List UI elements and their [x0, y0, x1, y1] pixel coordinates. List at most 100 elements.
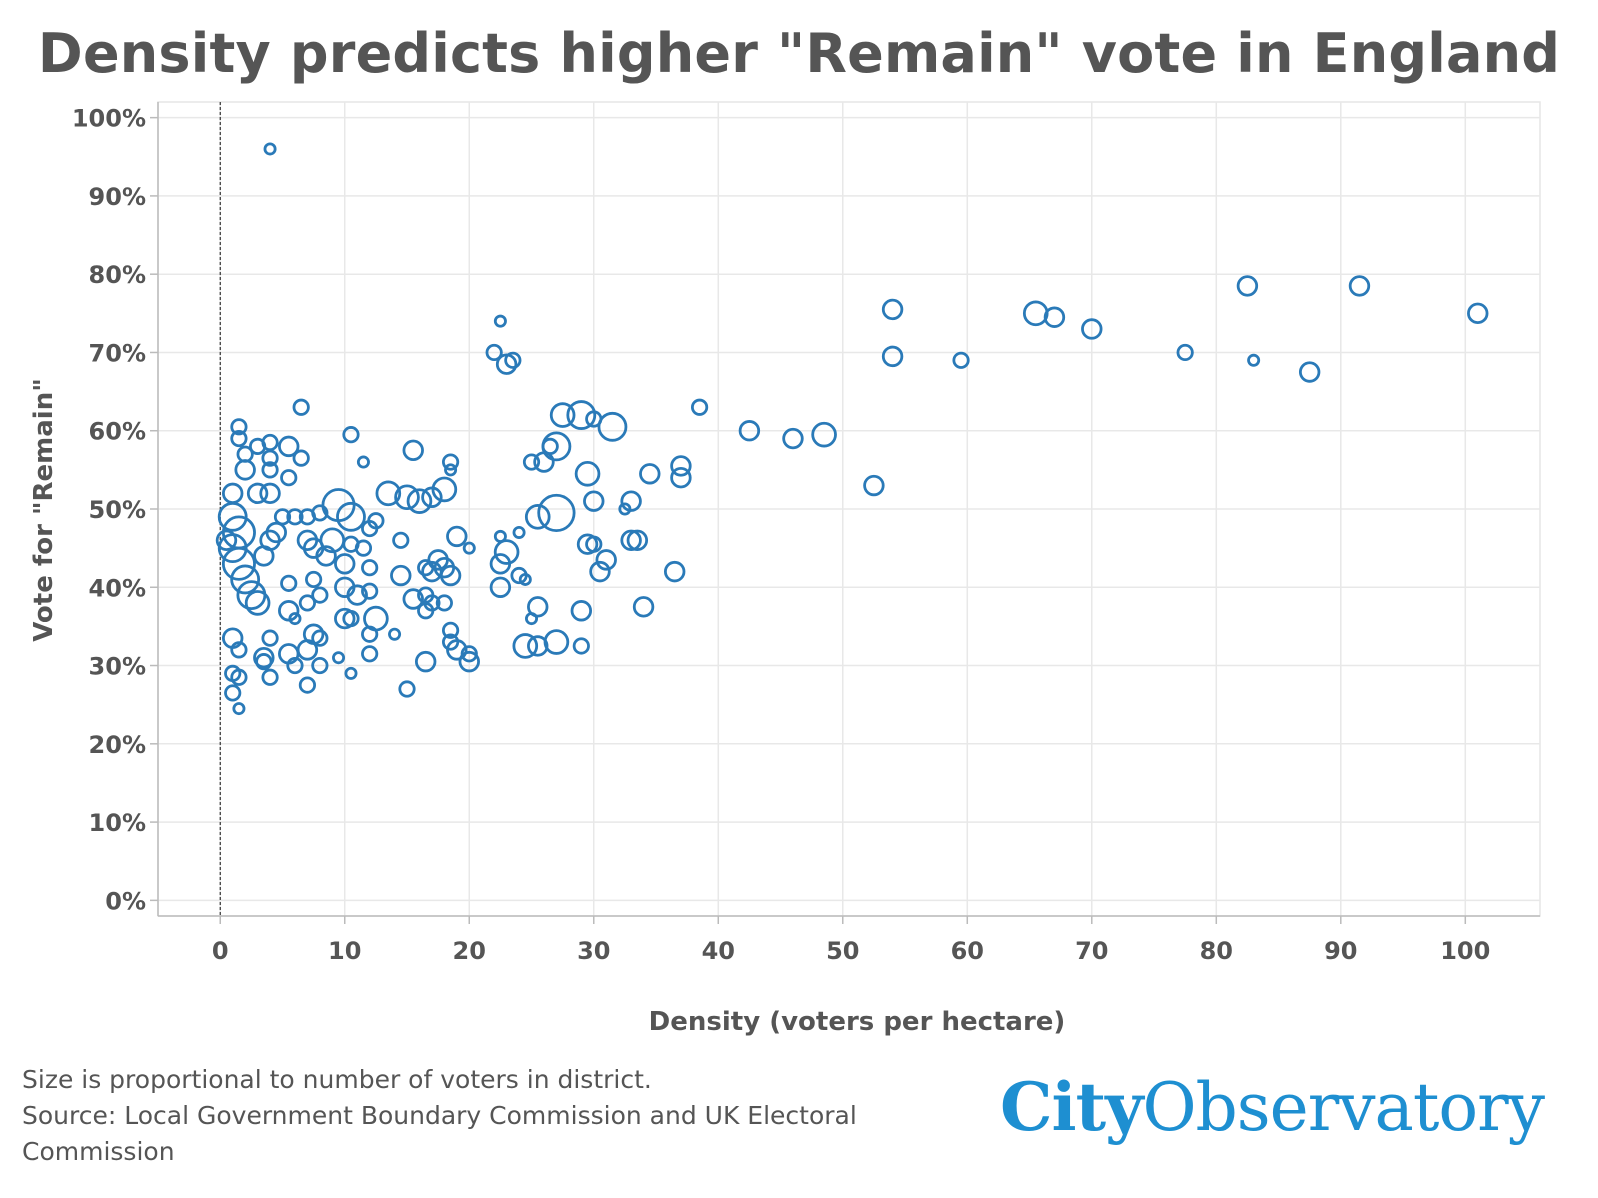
y-tick-label: 90% [89, 183, 146, 211]
data-point [663, 560, 686, 583]
data-point [524, 504, 551, 530]
logo-observatory: Observatory [1142, 1069, 1545, 1146]
data-point [441, 453, 460, 471]
data-point [356, 455, 370, 469]
data-point [493, 314, 507, 328]
y-tick-label: 40% [89, 574, 146, 602]
data-point [414, 650, 437, 673]
data-point [620, 490, 642, 512]
data-point [286, 656, 304, 675]
data-point [441, 621, 460, 639]
data-point [537, 493, 576, 533]
x-axis-label: Density (voters per hectare) [649, 1007, 1066, 1037]
data-point [618, 502, 632, 516]
data-point [595, 549, 617, 571]
data-point [261, 629, 279, 647]
data-point [639, 463, 661, 485]
data-point [504, 351, 522, 369]
data-point [315, 545, 337, 567]
data-point [1467, 302, 1489, 325]
data-point [589, 560, 611, 583]
data-point [1247, 353, 1261, 367]
x-tick-label: 40 [702, 937, 735, 965]
data-point [1022, 300, 1049, 327]
data-point [525, 612, 539, 626]
data-point [431, 476, 458, 503]
x-tick-label: 100 [1440, 937, 1490, 965]
data-point [512, 633, 539, 659]
data-point [881, 345, 904, 368]
data-point [1043, 306, 1066, 328]
data-point [390, 564, 412, 587]
data-point [570, 600, 593, 622]
data-point [311, 586, 329, 604]
data-point [361, 625, 379, 643]
data-point [215, 529, 238, 552]
data-point [402, 439, 424, 461]
data-point [444, 463, 458, 477]
data-point [234, 459, 256, 481]
data-point [261, 461, 279, 479]
y-tick-label: 30% [89, 653, 146, 681]
data-point [230, 418, 248, 436]
data-points [215, 142, 1489, 716]
data-point [217, 501, 248, 532]
chart-title: Density predicts higher "Remain" vote in… [37, 22, 1561, 85]
data-point [224, 684, 242, 702]
data-point [232, 702, 246, 716]
data-point [811, 421, 837, 448]
data-point [361, 559, 379, 577]
data-point [632, 596, 655, 618]
data-point [952, 351, 970, 369]
data-point [332, 651, 346, 665]
x-tick-label: 60 [951, 937, 984, 965]
data-point [485, 343, 503, 362]
data-point [620, 529, 642, 552]
data-point [354, 539, 373, 557]
y-tick-label: 20% [89, 731, 146, 759]
data-point [398, 680, 416, 698]
data-point [311, 656, 329, 675]
data-point [881, 298, 904, 321]
data-point [541, 431, 572, 462]
data-point [244, 590, 271, 616]
data-point [388, 627, 402, 641]
data-point [361, 645, 379, 663]
data-point [439, 564, 462, 587]
y-tick-label: 0% [105, 887, 146, 915]
data-point [334, 607, 356, 630]
logo-city: City [1000, 1068, 1143, 1146]
data-point [298, 594, 317, 612]
data-point [292, 398, 310, 416]
size-note: Size is proportional to number of voters… [22, 1065, 652, 1094]
data-point [402, 588, 424, 610]
data-point [261, 449, 279, 467]
data-point [493, 539, 520, 565]
y-axis-label: Vote for "Remain" [29, 378, 59, 642]
x-tick-label: 20 [453, 937, 486, 965]
data-point [458, 650, 480, 673]
data-point [342, 426, 360, 444]
data-point [311, 504, 329, 522]
data-point [261, 668, 279, 686]
data-point [549, 402, 576, 428]
scatter-chart: 0 10 20 30 40 50 60 70 80 90 100 0% 10% 20% 30% 40% 50% 6… [29, 101, 1541, 1037]
data-point [230, 668, 248, 686]
data-point [278, 435, 300, 458]
data-point [253, 647, 275, 669]
data-point [265, 521, 287, 544]
data-point [782, 427, 804, 450]
data-point [392, 531, 410, 549]
data-point [863, 474, 885, 497]
x-tick-label: 70 [1075, 937, 1108, 965]
data-point [435, 594, 453, 612]
y-tick-label: 10% [89, 809, 146, 837]
data-point [446, 525, 468, 548]
city-observatory-logo: CityObservatory [1000, 1068, 1545, 1146]
data-point [583, 490, 605, 512]
x-tick-label: 80 [1200, 937, 1233, 965]
y-tick-label: 70% [89, 339, 146, 367]
axes: 0 10 20 30 40 50 60 70 80 90 100 0% 10% 20% 30% 40% 50% 6… [72, 102, 1540, 965]
data-point [336, 501, 366, 532]
data-point [305, 570, 323, 589]
